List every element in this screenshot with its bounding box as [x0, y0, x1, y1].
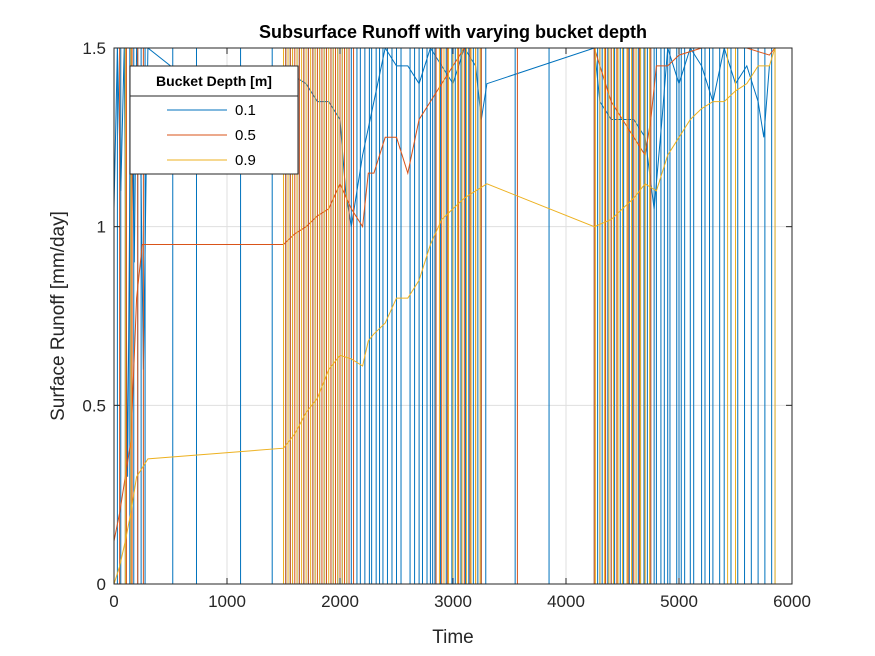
y-tick-label: 0	[97, 575, 106, 594]
x-tick-label: 0	[109, 592, 118, 611]
legend[interactable]: Bucket Depth [m] 0.1 0.5 0.9	[129, 65, 299, 175]
y-tick-label: 1	[97, 218, 106, 237]
y-tick-label: 1.5	[82, 39, 106, 58]
ticks: 0 1000 2000 3000 4000 5000 6000 0 0.5 1 1.5	[82, 39, 811, 611]
x-tick-label: 1000	[208, 592, 246, 611]
y-tick-label: 0.5	[82, 396, 106, 415]
x-tick-label: 6000	[773, 592, 811, 611]
legend-title: Bucket Depth [m]	[156, 73, 272, 89]
legend-box	[129, 65, 299, 175]
x-tick-label: 5000	[660, 592, 698, 611]
legend-entry-0.5: 0.5	[235, 127, 256, 144]
x-axis-label: Time	[432, 627, 474, 648]
x-tick-label: 4000	[547, 592, 585, 611]
x-tick-label: 2000	[321, 592, 359, 611]
series-0.9-line	[114, 48, 776, 584]
series-0.5-line	[114, 48, 776, 542]
series-0.1-line	[114, 48, 770, 477]
series-layer	[114, 48, 776, 584]
y-axis-label: Surface Runoff [mm/day]	[48, 211, 69, 421]
chart-title: Subsurface Runoff with varying bucket de…	[259, 22, 647, 42]
legend-entry-0.9: 0.9	[235, 152, 256, 169]
legend-entry-0.1: 0.1	[235, 102, 256, 119]
x-tick-label: 3000	[434, 592, 472, 611]
series-0.5	[114, 48, 776, 584]
